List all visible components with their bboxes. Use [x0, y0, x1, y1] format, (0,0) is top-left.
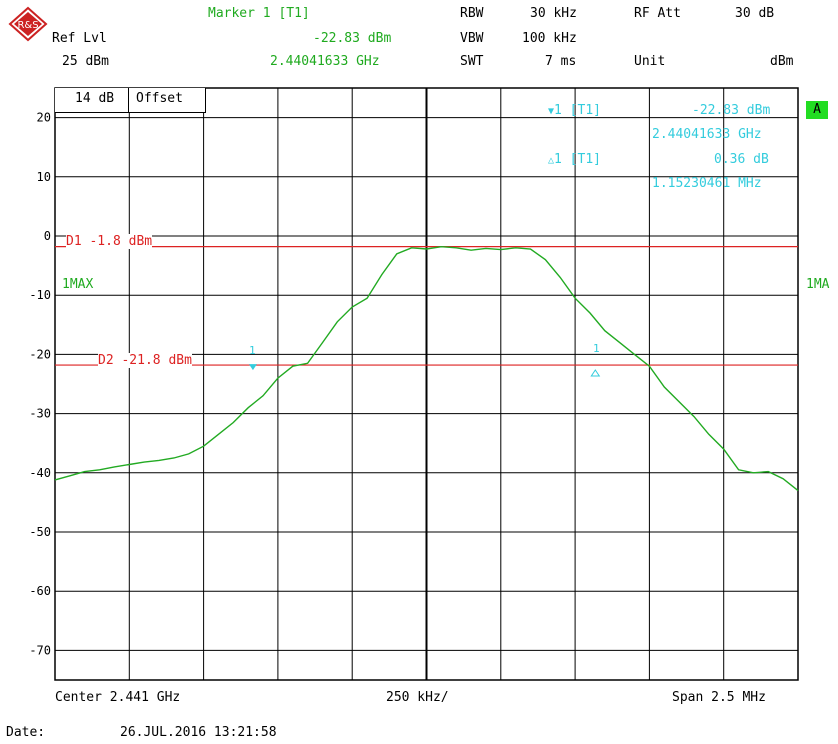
- swt-label: SWT: [460, 54, 484, 69]
- delta1-label: 1 [T1]: [554, 152, 601, 167]
- marker-title: Marker 1 [T1]: [208, 6, 310, 21]
- offset-label: Offset: [136, 91, 183, 106]
- grid: [54, 87, 799, 681]
- y-tick-label: 0: [44, 229, 51, 243]
- ref-level-value: 25 dBm: [62, 54, 109, 69]
- unit-label: Unit: [634, 54, 666, 69]
- delta1-tag: 1: [593, 342, 600, 355]
- division-width: 250 kHz/: [386, 690, 449, 705]
- marker-frequency: 2.44041633 GHz: [270, 54, 380, 69]
- y-tick-label: -70: [29, 643, 51, 657]
- swt-value: 7 ms: [545, 54, 577, 69]
- marker1-tag: 1: [249, 344, 256, 357]
- delta1-symbol: [590, 369, 601, 377]
- vbw-label: VBW: [460, 31, 484, 46]
- svg-text:R&S: R&S: [17, 20, 38, 31]
- y-tick-label: -20: [29, 347, 51, 361]
- rbw-value: 30 kHz: [530, 6, 577, 21]
- center-frequency: Center 2.441 GHz: [55, 690, 181, 705]
- ref-level-label: Ref Lvl: [52, 31, 107, 46]
- trace-a-badge: A: [806, 101, 828, 119]
- y-tick-label: -30: [29, 407, 51, 421]
- trace-label-right: 1MA: [806, 277, 830, 292]
- y-tick-label: -40: [29, 466, 51, 480]
- offset-value: 14 dB: [75, 91, 115, 106]
- y-tick-label: -10: [29, 288, 51, 302]
- delta1-info: △1 [T1]: [548, 152, 601, 167]
- y-tick-label: 10: [37, 170, 51, 184]
- marker1-frequency: 2.44041633 GHz: [652, 127, 762, 142]
- y-tick-label: -60: [29, 584, 51, 598]
- rohde-schwarz-logo-icon: R&S: [8, 6, 48, 42]
- marker1-symbol: [248, 364, 257, 371]
- trace-1max: [54, 245, 799, 492]
- y-axis-ticks: 20 10 0 -10 -20 -30 -40 -50 -60 -70: [29, 111, 51, 658]
- d2-line-label: D2 -21.8 dBm: [98, 353, 192, 368]
- markers: [248, 364, 601, 377]
- marker1-label: 1 [T1]: [554, 103, 601, 118]
- delta-icon: △: [548, 155, 555, 166]
- y-tick-label: -50: [29, 525, 51, 539]
- marker-level: -22.83 dBm: [313, 31, 392, 46]
- rbw-label: RBW: [460, 6, 484, 21]
- date-label: Date:: [6, 725, 46, 740]
- marker-down-icon: ▼: [548, 106, 555, 117]
- trace-label-left: 1MAX: [62, 277, 94, 292]
- marker1-info: ▼1 [T1]: [548, 103, 601, 118]
- vbw-value: 100 kHz: [522, 31, 577, 46]
- offset-box: 14 dB Offset: [55, 88, 206, 113]
- delta1-frequency: 1.15230461 MHz: [652, 176, 762, 191]
- marker1-level: -22.83 dBm: [692, 103, 771, 118]
- unit-value: dBm: [770, 54, 794, 69]
- span: Span 2.5 MHz: [672, 690, 766, 705]
- delta1-level: 0.36 dB: [714, 152, 769, 167]
- rf-att-label: RF Att: [634, 6, 681, 21]
- y-tick-label: 20: [37, 111, 51, 125]
- rf-att-value: 30 dB: [735, 6, 775, 21]
- d1-line-label: D1 -1.8 dBm: [66, 234, 153, 249]
- date-value: 26.JUL.2016 13:21:58: [120, 725, 277, 740]
- offset-divider: [128, 88, 129, 112]
